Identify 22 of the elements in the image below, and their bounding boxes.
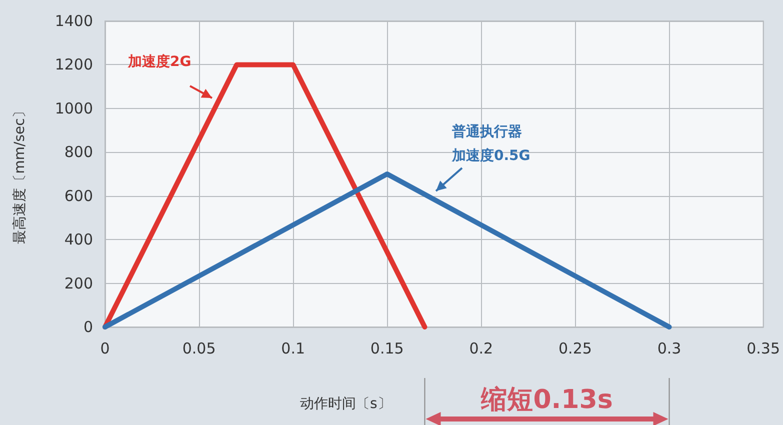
x-tick-label: 0.3: [657, 340, 682, 358]
annotation: 普通执行器: [451, 123, 522, 140]
text: 缩短0.13s: [480, 385, 613, 415]
y-tick-label: 600: [64, 186, 93, 205]
x-tick-label: 0.15: [370, 340, 404, 358]
x-tick-label: 0: [100, 340, 110, 358]
x-tick-label: 0.35: [746, 340, 780, 358]
x-tick-label: 0.05: [182, 340, 216, 358]
annotation: 加速度0.5G: [451, 147, 530, 164]
y-tick-label: 200: [64, 274, 93, 292]
x-tick-label: 0.25: [558, 340, 592, 358]
y-tick-label: 1200: [54, 56, 93, 74]
x-tick-label: 0.1: [281, 340, 306, 358]
y-tick-label: 1400: [54, 12, 93, 30]
x-axis-title: 动作时间〔s〕: [300, 396, 392, 412]
y-axis-title: 最高速度〔mm/sec〕: [12, 104, 28, 244]
y-tick-label: 0: [83, 318, 93, 336]
annotation: 加速度2G: [127, 53, 192, 70]
y-tick-label: 400: [64, 230, 93, 249]
y-tick-label: 1000: [54, 99, 93, 118]
x-tick-label: 0.2: [469, 340, 494, 358]
y-tick-label: 800: [64, 143, 93, 162]
